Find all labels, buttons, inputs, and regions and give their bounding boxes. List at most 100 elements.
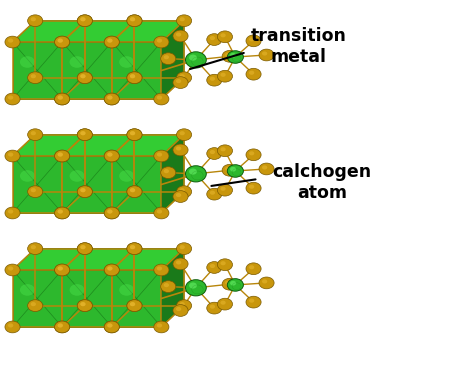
Circle shape	[207, 302, 222, 314]
Circle shape	[173, 77, 188, 89]
Circle shape	[104, 264, 119, 276]
Circle shape	[104, 264, 119, 276]
Circle shape	[55, 36, 70, 48]
Circle shape	[107, 152, 112, 156]
Text: transition
metal: transition metal	[250, 27, 346, 66]
Circle shape	[180, 74, 185, 78]
Circle shape	[176, 146, 181, 151]
Circle shape	[176, 307, 181, 311]
Circle shape	[127, 243, 142, 255]
Circle shape	[80, 74, 86, 78]
Circle shape	[157, 210, 162, 214]
Circle shape	[58, 323, 63, 328]
Circle shape	[176, 261, 181, 265]
Polygon shape	[62, 270, 112, 327]
Circle shape	[5, 321, 20, 333]
Circle shape	[55, 150, 70, 162]
Circle shape	[127, 243, 142, 255]
Polygon shape	[112, 21, 184, 42]
Circle shape	[27, 72, 43, 84]
Circle shape	[210, 36, 215, 40]
Circle shape	[180, 188, 185, 192]
Polygon shape	[112, 135, 184, 156]
Circle shape	[77, 186, 92, 197]
Circle shape	[176, 15, 191, 27]
Circle shape	[185, 166, 206, 182]
Circle shape	[80, 131, 86, 135]
Circle shape	[185, 280, 206, 296]
Circle shape	[104, 150, 119, 162]
Circle shape	[55, 207, 70, 219]
Circle shape	[262, 51, 267, 56]
Circle shape	[176, 72, 191, 84]
Circle shape	[207, 34, 222, 45]
Circle shape	[173, 305, 188, 316]
Circle shape	[210, 77, 215, 81]
Polygon shape	[161, 21, 184, 99]
Circle shape	[77, 243, 92, 255]
Circle shape	[55, 150, 70, 162]
Circle shape	[164, 55, 169, 59]
Circle shape	[70, 170, 84, 182]
Circle shape	[8, 266, 13, 270]
Circle shape	[31, 302, 36, 306]
Circle shape	[104, 207, 119, 219]
Circle shape	[107, 266, 112, 270]
Circle shape	[157, 266, 162, 270]
Circle shape	[27, 129, 43, 141]
Polygon shape	[112, 249, 184, 270]
Circle shape	[58, 152, 63, 156]
Circle shape	[130, 131, 135, 135]
Circle shape	[154, 264, 169, 276]
Circle shape	[55, 93, 70, 105]
Circle shape	[218, 184, 233, 196]
Circle shape	[58, 266, 63, 270]
Circle shape	[220, 301, 226, 305]
Circle shape	[154, 93, 169, 105]
Polygon shape	[12, 249, 85, 270]
Circle shape	[55, 264, 70, 276]
Circle shape	[80, 245, 86, 249]
Circle shape	[157, 96, 162, 100]
Circle shape	[31, 131, 36, 135]
Circle shape	[161, 167, 176, 179]
Circle shape	[107, 323, 112, 328]
Circle shape	[246, 149, 261, 161]
Circle shape	[130, 74, 135, 78]
Circle shape	[130, 188, 135, 192]
Circle shape	[80, 302, 86, 306]
Circle shape	[130, 17, 135, 21]
Circle shape	[218, 70, 233, 82]
Circle shape	[77, 15, 92, 27]
Circle shape	[228, 51, 243, 63]
Circle shape	[5, 264, 20, 276]
Circle shape	[176, 79, 181, 83]
Circle shape	[107, 96, 112, 100]
Polygon shape	[62, 135, 135, 156]
Circle shape	[127, 186, 142, 197]
Polygon shape	[12, 42, 62, 99]
Circle shape	[127, 15, 142, 27]
Circle shape	[222, 164, 237, 176]
Circle shape	[58, 323, 63, 328]
Circle shape	[55, 93, 70, 105]
Circle shape	[161, 53, 176, 65]
Circle shape	[225, 281, 230, 285]
Circle shape	[8, 323, 13, 328]
Circle shape	[58, 210, 63, 214]
Circle shape	[173, 258, 188, 270]
Circle shape	[164, 169, 169, 173]
Circle shape	[220, 261, 226, 265]
Circle shape	[104, 150, 119, 162]
Circle shape	[127, 129, 142, 141]
Circle shape	[157, 38, 162, 43]
Circle shape	[157, 323, 162, 328]
Circle shape	[80, 131, 86, 135]
Circle shape	[104, 36, 119, 48]
Circle shape	[104, 36, 119, 48]
Circle shape	[127, 186, 142, 197]
Circle shape	[230, 281, 236, 286]
Circle shape	[130, 17, 135, 21]
Circle shape	[210, 191, 215, 195]
Circle shape	[154, 150, 169, 162]
